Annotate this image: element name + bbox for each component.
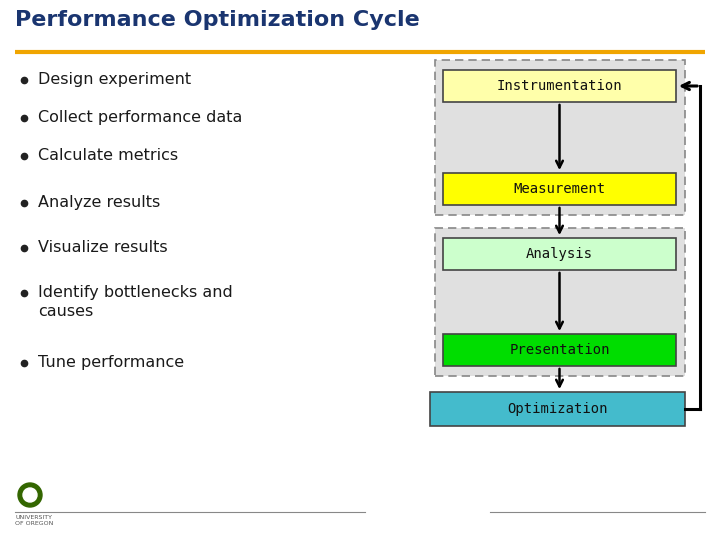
Text: Analyze results: Analyze results [38,195,161,210]
Text: Measurement: Measurement [513,182,606,196]
Text: Optimization: Optimization [508,402,608,416]
FancyBboxPatch shape [443,173,676,205]
Text: Analysis: Analysis [526,247,593,261]
FancyBboxPatch shape [443,238,676,270]
Text: UNIVERSITY
OF OREGON: UNIVERSITY OF OREGON [15,515,53,526]
Text: Calculate metrics: Calculate metrics [38,148,178,163]
FancyBboxPatch shape [443,334,676,366]
Circle shape [23,488,37,502]
Text: Presentation: Presentation [509,343,610,357]
FancyBboxPatch shape [430,392,685,426]
Text: Tune performance: Tune performance [38,355,184,370]
Text: Visualize results: Visualize results [38,240,168,255]
Text: Identify bottlenecks and
causes: Identify bottlenecks and causes [38,285,233,319]
Text: Collect performance data: Collect performance data [38,110,243,125]
Text: Design experiment: Design experiment [38,72,191,87]
Text: Performance Optimization Cycle: Performance Optimization Cycle [15,10,420,30]
Text: Instrumentation: Instrumentation [497,79,622,93]
FancyBboxPatch shape [443,70,676,102]
FancyBboxPatch shape [435,60,685,215]
FancyBboxPatch shape [435,228,685,376]
Circle shape [18,483,42,507]
